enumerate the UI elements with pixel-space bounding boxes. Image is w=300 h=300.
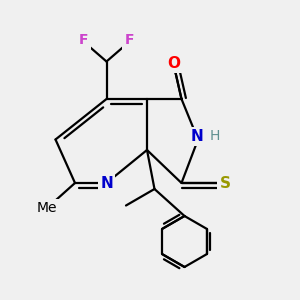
Text: H: H <box>209 130 220 143</box>
Text: F: F <box>79 34 89 47</box>
Text: N: N <box>100 176 113 190</box>
Text: Me: Me <box>36 202 57 215</box>
Text: O: O <box>167 56 181 71</box>
Text: N: N <box>190 129 203 144</box>
Text: S: S <box>220 176 230 190</box>
Text: F: F <box>124 34 134 47</box>
